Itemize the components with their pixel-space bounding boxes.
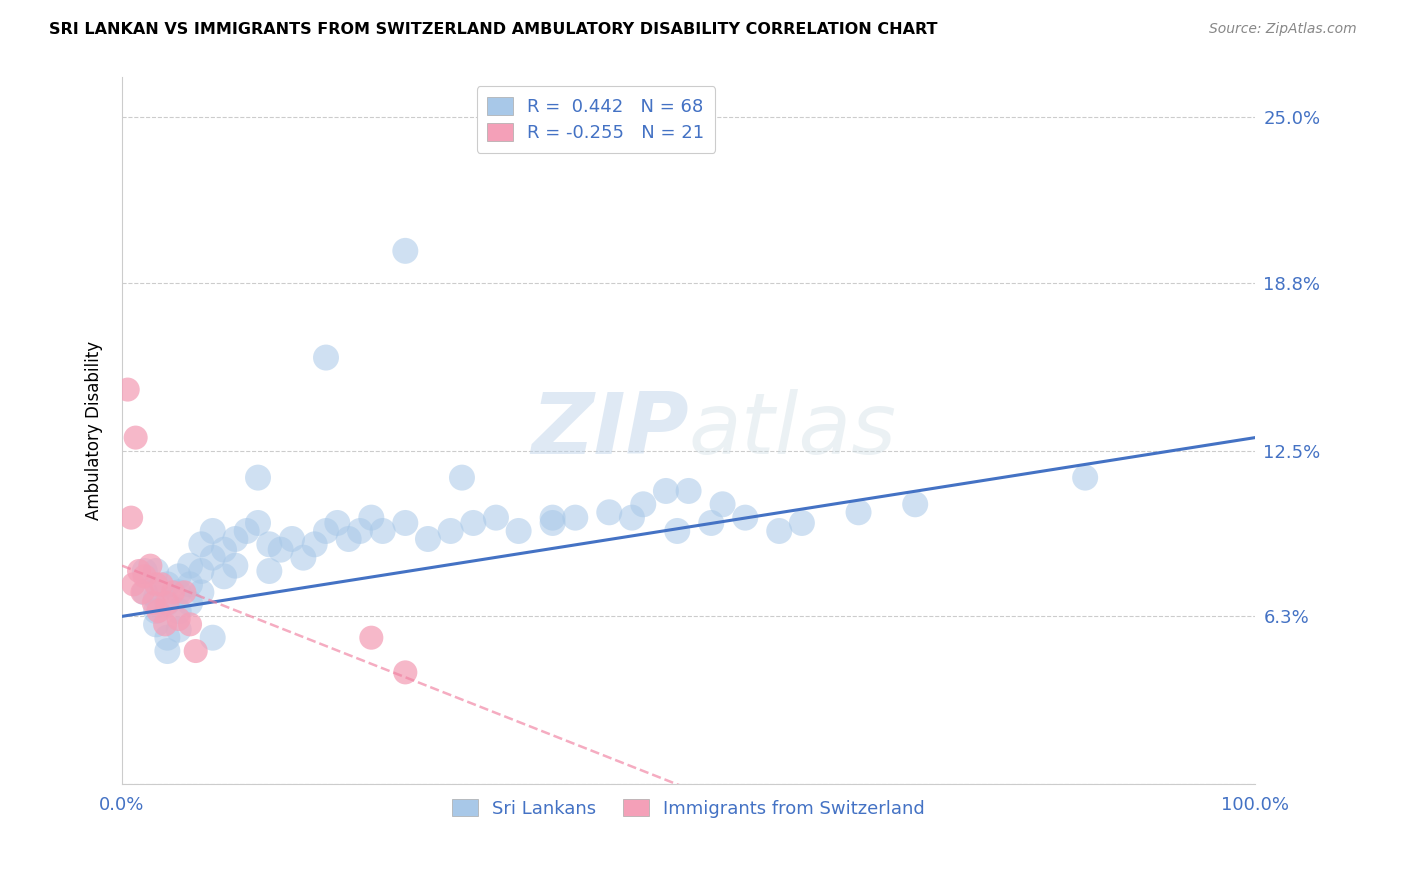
Point xyxy=(117,383,139,397)
Text: atlas: atlas xyxy=(689,390,897,473)
Point xyxy=(179,558,201,573)
Point xyxy=(371,524,394,538)
Point xyxy=(315,351,337,365)
Point xyxy=(156,596,179,610)
Point xyxy=(666,524,689,538)
Point xyxy=(139,558,162,573)
Point xyxy=(173,585,195,599)
Point xyxy=(281,532,304,546)
Point xyxy=(790,516,813,530)
Point xyxy=(156,631,179,645)
Point xyxy=(145,564,167,578)
Point xyxy=(848,505,870,519)
Point xyxy=(131,585,153,599)
Point xyxy=(904,497,927,511)
Point xyxy=(440,524,463,538)
Point xyxy=(247,470,270,484)
Text: ZIP: ZIP xyxy=(531,390,689,473)
Point xyxy=(451,470,474,484)
Point xyxy=(1074,470,1097,484)
Point xyxy=(292,550,315,565)
Point xyxy=(270,542,292,557)
Point xyxy=(247,516,270,530)
Point xyxy=(598,505,620,519)
Point xyxy=(142,596,165,610)
Point xyxy=(124,431,146,445)
Point xyxy=(120,510,142,524)
Point xyxy=(128,564,150,578)
Point xyxy=(190,564,212,578)
Point xyxy=(485,510,508,524)
Point xyxy=(259,564,281,578)
Point xyxy=(541,516,564,530)
Point xyxy=(134,585,156,599)
Point xyxy=(678,483,700,498)
Point xyxy=(394,516,416,530)
Point xyxy=(179,577,201,591)
Point xyxy=(259,537,281,551)
Point xyxy=(564,510,586,524)
Point xyxy=(315,524,337,538)
Point xyxy=(148,604,170,618)
Point xyxy=(179,617,201,632)
Point xyxy=(508,524,530,538)
Point xyxy=(416,532,439,546)
Point xyxy=(360,631,382,645)
Point xyxy=(145,577,167,591)
Y-axis label: Ambulatory Disability: Ambulatory Disability xyxy=(86,342,103,521)
Point xyxy=(304,537,326,551)
Point xyxy=(337,532,360,546)
Point xyxy=(463,516,485,530)
Point xyxy=(145,617,167,632)
Point xyxy=(145,604,167,618)
Point xyxy=(134,564,156,578)
Point xyxy=(394,665,416,680)
Point xyxy=(184,644,207,658)
Point xyxy=(235,524,257,538)
Point xyxy=(145,591,167,605)
Point xyxy=(167,612,190,626)
Point xyxy=(150,577,173,591)
Point xyxy=(201,631,224,645)
Point xyxy=(768,524,790,538)
Point xyxy=(156,644,179,658)
Point xyxy=(349,524,371,538)
Point xyxy=(153,617,176,632)
Point xyxy=(167,569,190,583)
Point xyxy=(224,532,246,546)
Point xyxy=(201,550,224,565)
Point xyxy=(633,497,655,511)
Text: SRI LANKAN VS IMMIGRANTS FROM SWITZERLAND AMBULATORY DISABILITY CORRELATION CHAR: SRI LANKAN VS IMMIGRANTS FROM SWITZERLAN… xyxy=(49,22,938,37)
Point xyxy=(212,542,235,557)
Point xyxy=(212,569,235,583)
Point xyxy=(134,569,156,583)
Point xyxy=(167,585,190,599)
Point xyxy=(655,483,678,498)
Point xyxy=(179,596,201,610)
Point xyxy=(190,585,212,599)
Point xyxy=(122,577,145,591)
Point xyxy=(201,524,224,538)
Point xyxy=(156,577,179,591)
Text: Source: ZipAtlas.com: Source: ZipAtlas.com xyxy=(1209,22,1357,37)
Point xyxy=(700,516,723,530)
Point xyxy=(620,510,643,524)
Point xyxy=(156,596,179,610)
Point xyxy=(326,516,349,530)
Legend: Sri Lankans, Immigrants from Switzerland: Sri Lankans, Immigrants from Switzerland xyxy=(446,791,932,825)
Point xyxy=(541,510,564,524)
Point xyxy=(167,623,190,637)
Point xyxy=(224,558,246,573)
Point xyxy=(711,497,734,511)
Point xyxy=(162,585,184,599)
Point xyxy=(360,510,382,524)
Point xyxy=(167,604,190,618)
Point xyxy=(190,537,212,551)
Point xyxy=(394,244,416,258)
Point xyxy=(734,510,756,524)
